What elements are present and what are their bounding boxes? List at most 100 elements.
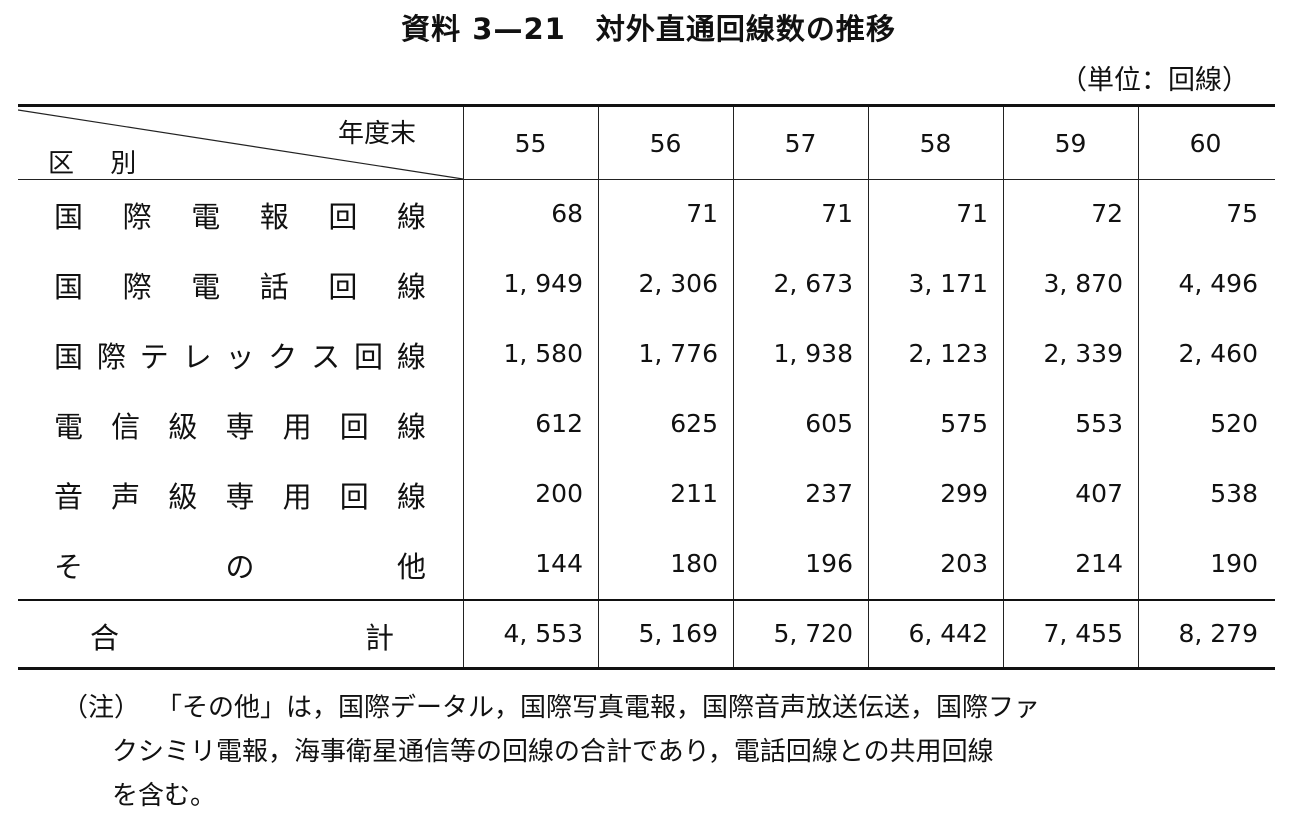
table-cell: 71 [686, 199, 718, 228]
row-label-char: ス [311, 340, 341, 374]
row-label: 電信級専用回線 [54, 404, 426, 446]
row-label-char: 回 [328, 200, 358, 234]
footnote-line: 「その他」は，国際データル，国際写真電報，国際音声放送伝送，国際ファ [156, 693, 1041, 723]
row-label-char: 話 [259, 270, 289, 304]
table-cell: 7, 455 [1043, 619, 1123, 648]
row-label-char: 電 [191, 200, 221, 234]
row-label-char: 用 [282, 480, 312, 514]
column-divider [868, 107, 869, 667]
document-title: 資料 3—21 対外直通回線数の推移 [0, 6, 1297, 48]
table-cell: 75 [1226, 199, 1258, 228]
row-label-char: 信 [111, 410, 141, 444]
title-text: 対外直通回線数の推移 [595, 12, 896, 46]
footnote-mark: （注） [62, 693, 141, 723]
table-cell: 2, 339 [1043, 339, 1123, 368]
table-cell: 553 [1075, 409, 1123, 438]
row-label-char: 線 [396, 340, 426, 374]
table-cell: 72 [1091, 199, 1123, 228]
table-cell: 4, 496 [1178, 269, 1258, 298]
table-cell: 180 [670, 549, 718, 578]
header-diagonal-line [18, 109, 463, 179]
row-label-char: 他 [396, 550, 426, 584]
row-label-char: 声 [111, 480, 141, 514]
table-cell: 538 [1210, 479, 1258, 508]
row-label-char: レ [182, 340, 212, 374]
row-label: その他 [54, 544, 426, 586]
row-label-char: 計 [364, 621, 394, 655]
table-cell: 196 [805, 549, 853, 578]
row-label-char: 回 [339, 480, 369, 514]
row-label-char: の [225, 550, 255, 584]
table-cell: 4, 553 [503, 619, 583, 648]
title-number: 資料 3—21 [401, 12, 566, 46]
row-label: 合計 [90, 615, 394, 657]
table-cell: 1, 580 [503, 339, 583, 368]
row-label-char: 国 [54, 340, 84, 374]
row-label-char: 専 [225, 480, 255, 514]
table-cell: 520 [1210, 409, 1258, 438]
table-cell: 407 [1075, 479, 1123, 508]
row-label: 音声級専用回線 [54, 474, 426, 516]
year-header: 57 [784, 129, 817, 158]
table-cell: 612 [535, 409, 583, 438]
table-cell: 2, 123 [908, 339, 988, 368]
footnote-line: クシミリ電報，海事衛星通信等の回線の合計であり，電話回線との共用回線 [112, 737, 994, 767]
row-label: 国際テレックス回線 [54, 334, 426, 376]
year-header: 55 [514, 129, 547, 158]
label-column-divider [463, 107, 464, 667]
table-cell: 144 [535, 549, 583, 578]
table-cell: 8, 279 [1178, 619, 1258, 648]
header-divider [18, 179, 1275, 180]
table-cell: 2, 306 [638, 269, 718, 298]
row-label-char: 電 [191, 270, 221, 304]
table-cell: 3, 870 [1043, 269, 1123, 298]
row-label-char: 線 [396, 200, 426, 234]
footnote-text: 「その他」は，国際データル，国際写真電報，国際音声放送伝送，国際ファクシミリ電報… [112, 686, 1282, 818]
table-cell: 575 [940, 409, 988, 438]
table-cell: 203 [940, 549, 988, 578]
table-cell: 71 [821, 199, 853, 228]
column-divider [1003, 107, 1004, 667]
row-label-char: 回 [354, 340, 384, 374]
table-cell: 2, 460 [1178, 339, 1258, 368]
header-year-label: 年度末 [338, 119, 417, 149]
row-label-char: 音 [54, 480, 84, 514]
unit-label: （単位：回線） [1060, 65, 1249, 96]
table-cell: 605 [805, 409, 853, 438]
footnote-line: を含む。 [112, 781, 217, 811]
row-label-char: ク [268, 340, 298, 374]
row-label-char: 際 [96, 340, 126, 374]
row-label-char: 際 [122, 200, 152, 234]
table-cell: 211 [670, 479, 718, 508]
row-label-char: 合 [90, 621, 120, 655]
year-header: 59 [1054, 129, 1087, 158]
row-label-char: 報 [259, 200, 289, 234]
column-divider [598, 107, 599, 667]
row-label-char: 専 [225, 410, 255, 444]
row-label-char: 級 [168, 480, 198, 514]
data-table: 年度末 区 別 55 56 57 58 59 60 国際電報回線 68 71 71 71 72 75 国際… [18, 104, 1275, 670]
row-label-char: ッ [225, 340, 255, 374]
column-divider [733, 107, 734, 667]
table-cell: 3, 171 [908, 269, 988, 298]
row-label-char: 線 [396, 480, 426, 514]
column-divider [1138, 107, 1139, 667]
row-label-char: テ [139, 340, 169, 374]
table-cell: 6, 442 [908, 619, 988, 648]
row-label-char: 電 [54, 410, 84, 444]
row-label-char: 国 [54, 200, 84, 234]
year-header: 58 [919, 129, 952, 158]
table-cell: 5, 169 [638, 619, 718, 648]
row-label-char: 回 [328, 270, 358, 304]
row-label-char: 回 [339, 410, 369, 444]
table-cell: 1, 938 [773, 339, 853, 368]
table-cell: 200 [535, 479, 583, 508]
row-label-char: 用 [282, 410, 312, 444]
table-cell: 190 [1210, 549, 1258, 578]
table-cell: 214 [1075, 549, 1123, 578]
row-label-char: 線 [396, 270, 426, 304]
table-cell: 299 [940, 479, 988, 508]
year-header: 56 [649, 129, 682, 158]
row-label: 国際電報回線 [54, 194, 426, 236]
table-cell: 1, 949 [503, 269, 583, 298]
